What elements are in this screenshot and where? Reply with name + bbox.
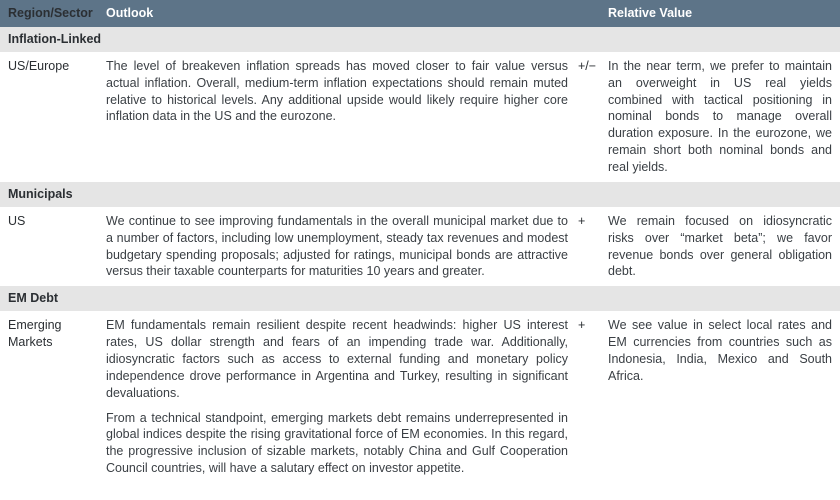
cell-outlook: We continue to see improving fundamental…	[100, 207, 578, 287]
outlook-paragraph: From a technical standpoint, emerging ma…	[106, 410, 568, 478]
cell-outlook: The level of breakeven inflation spreads…	[100, 52, 578, 182]
outlook-paragraph: EM fundamentals remain resilient despite…	[106, 317, 568, 401]
cell-relative-value: In the near term, we prefer to maintain …	[608, 52, 840, 182]
col-header-relval: Relative Value	[608, 0, 840, 27]
outlook-paragraph: The level of breakeven inflation spreads…	[106, 58, 568, 126]
cell-region: US/Europe	[0, 52, 100, 182]
cell-relative-value: We remain focused on idiosyncratic risks…	[608, 207, 840, 287]
section-header-municipals: Municipals	[0, 182, 840, 207]
section-header-em-debt: EM Debt	[0, 286, 840, 311]
cell-region: Emerging Markets	[0, 311, 100, 483]
col-header-sign	[578, 0, 608, 27]
cell-rating-sign: +/−	[578, 52, 608, 182]
cell-relative-value: We see value in select local rates and E…	[608, 311, 840, 483]
outlook-paragraph: We continue to see improving fundamental…	[106, 213, 568, 281]
cell-outlook: EM fundamentals remain resilient despite…	[100, 311, 578, 483]
cell-region: US	[0, 207, 100, 287]
col-header-region: Region/Sector	[0, 0, 100, 27]
cell-rating-sign: +	[578, 207, 608, 287]
col-header-outlook: Outlook	[100, 0, 578, 27]
cell-rating-sign: +	[578, 311, 608, 483]
section-header-inflation-linked: Inflation-Linked	[0, 27, 840, 52]
outlook-table: Region/Sector Outlook Relative Value Inf…	[0, 0, 840, 483]
table-row: US We continue to see improving fundamen…	[0, 207, 840, 287]
table-row: US/Europe The level of breakeven inflati…	[0, 52, 840, 182]
table-header-row: Region/Sector Outlook Relative Value	[0, 0, 840, 27]
table-row: Emerging Markets EM fundamentals remain …	[0, 311, 840, 483]
